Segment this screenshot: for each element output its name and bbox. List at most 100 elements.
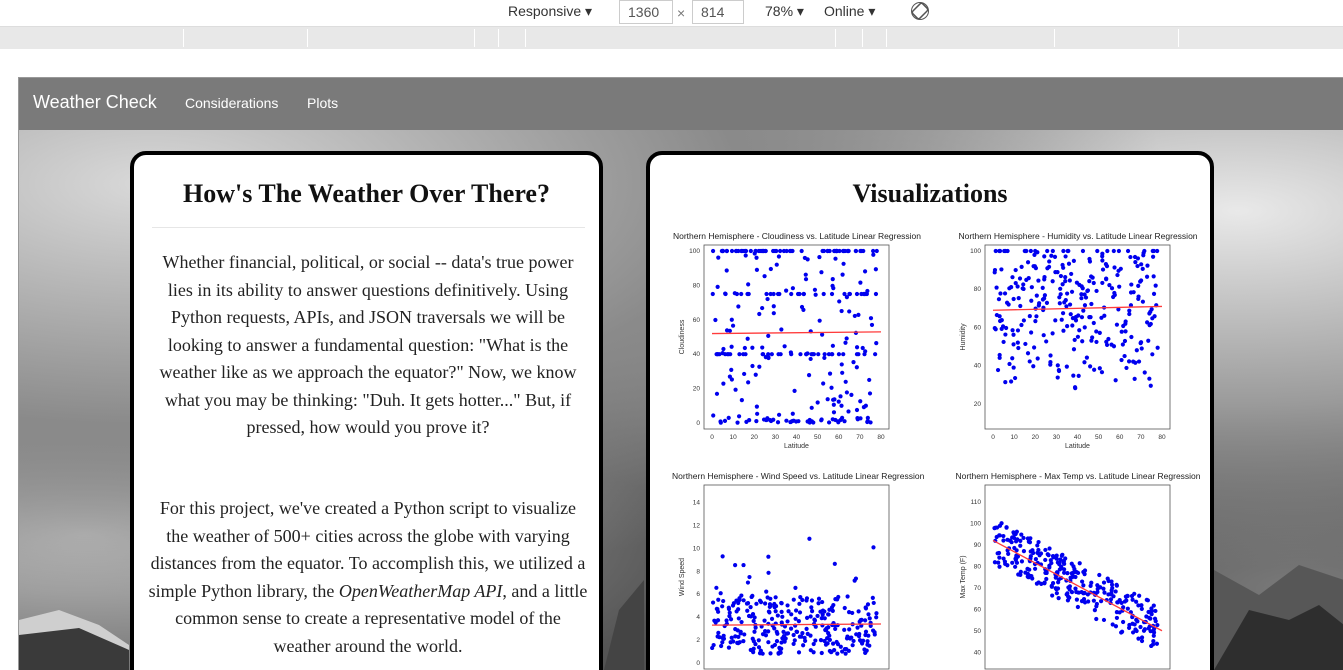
data-point <box>771 304 776 309</box>
data-point <box>1073 318 1079 323</box>
media-query-bar[interactable] <box>0 27 1343 49</box>
data-point <box>1069 561 1074 566</box>
device-select[interactable]: Responsive ▾ <box>508 3 592 20</box>
data-point <box>1112 290 1117 296</box>
data-point <box>1098 585 1103 590</box>
data-point <box>1100 258 1105 263</box>
data-point <box>751 639 756 644</box>
plot-title: Northern Hemisphere - Cloudiness vs. Lat… <box>672 231 922 241</box>
data-point <box>1147 376 1152 381</box>
data-point <box>1025 574 1030 579</box>
width-input[interactable]: 1360 <box>619 0 673 24</box>
data-point <box>1133 260 1138 265</box>
data-point <box>997 564 1002 569</box>
data-point <box>857 619 862 624</box>
data-point <box>1040 285 1045 290</box>
data-point <box>1125 248 1131 254</box>
y-tick-label: 100 <box>689 248 700 255</box>
data-point <box>1113 378 1118 383</box>
y-tick-label: 110 <box>971 499 982 506</box>
data-point <box>1058 273 1064 279</box>
data-point <box>720 604 725 609</box>
data-point <box>1034 293 1039 298</box>
data-point <box>774 639 780 644</box>
data-point <box>774 262 779 267</box>
data-point <box>1134 628 1139 634</box>
data-point <box>846 648 851 653</box>
data-point <box>784 288 789 293</box>
data-point <box>847 309 852 314</box>
network-select[interactable]: Online ▾ <box>824 3 875 20</box>
data-point <box>1139 603 1144 608</box>
y-tick-label: 80 <box>693 282 701 289</box>
data-point <box>1139 638 1145 644</box>
data-point <box>1069 271 1074 277</box>
plot-cloudiness[interactable]: Northern Hemisphere - Cloudiness vs. Lat… <box>672 231 922 461</box>
data-point <box>777 291 782 297</box>
nav-link-plots[interactable]: Plots <box>307 95 339 111</box>
data-point <box>776 352 781 357</box>
data-point <box>1103 262 1109 267</box>
data-point <box>1091 320 1096 326</box>
data-point <box>1019 322 1024 328</box>
data-point <box>1079 292 1084 297</box>
x-tick-label: 70 <box>1137 434 1145 441</box>
data-point <box>1148 321 1153 327</box>
plot-humidity[interactable]: Northern Hemisphere - Humidity vs. Latit… <box>953 231 1203 461</box>
data-point <box>791 641 796 647</box>
data-point <box>861 638 866 643</box>
x-tick-label: 30 <box>1053 434 1061 441</box>
data-point <box>813 638 818 643</box>
data-point <box>805 257 810 262</box>
data-point <box>849 635 854 640</box>
data-point <box>1018 572 1023 577</box>
nav-link-considerations[interactable]: Considerations <box>185 95 279 111</box>
plot-wind-speed[interactable]: Northern Hemisphere - Wind Speed vs. Lat… <box>672 471 924 670</box>
intro-title: How's The Weather Over There? <box>183 179 550 208</box>
data-point <box>728 617 734 622</box>
data-point <box>856 609 861 614</box>
data-point <box>798 352 803 357</box>
data-point <box>1116 268 1121 273</box>
data-point <box>1123 594 1128 599</box>
data-point <box>1053 270 1058 275</box>
brand-link[interactable]: Weather Check <box>33 92 157 112</box>
data-point <box>847 291 853 297</box>
data-point <box>1102 590 1107 595</box>
data-point <box>1097 330 1102 335</box>
data-point <box>821 291 826 297</box>
data-point <box>729 344 734 349</box>
data-point <box>1031 364 1036 369</box>
data-point <box>736 304 741 309</box>
rotate-icon[interactable] <box>910 1 930 21</box>
data-point <box>1079 315 1085 320</box>
zoom-select[interactable]: 78% ▾ <box>765 3 804 20</box>
data-point <box>842 605 847 611</box>
data-point <box>739 619 744 625</box>
data-point <box>811 641 816 647</box>
data-point <box>819 650 824 656</box>
height-input[interactable]: 814 <box>692 0 744 24</box>
data-point <box>1032 566 1038 571</box>
data-point <box>1062 300 1067 305</box>
data-point <box>1107 283 1112 288</box>
data-point <box>742 345 747 351</box>
data-point <box>1011 332 1016 337</box>
data-point <box>992 326 997 331</box>
data-point <box>819 417 824 422</box>
data-point <box>777 645 782 650</box>
data-point <box>739 593 744 598</box>
data-point <box>1073 314 1079 320</box>
data-point <box>1082 303 1088 308</box>
data-point <box>997 533 1002 538</box>
plot-max-temp[interactable]: Northern Hemisphere - Max Temp vs. Latit… <box>953 471 1203 670</box>
data-point <box>1089 274 1094 279</box>
data-point <box>736 248 741 254</box>
data-point <box>1136 636 1141 641</box>
data-point <box>1011 535 1017 540</box>
data-point <box>797 610 803 615</box>
y-tick-label: 40 <box>693 351 701 358</box>
y-axis-label: Cloudiness <box>679 319 686 354</box>
data-point <box>772 601 777 607</box>
data-point <box>789 291 794 297</box>
